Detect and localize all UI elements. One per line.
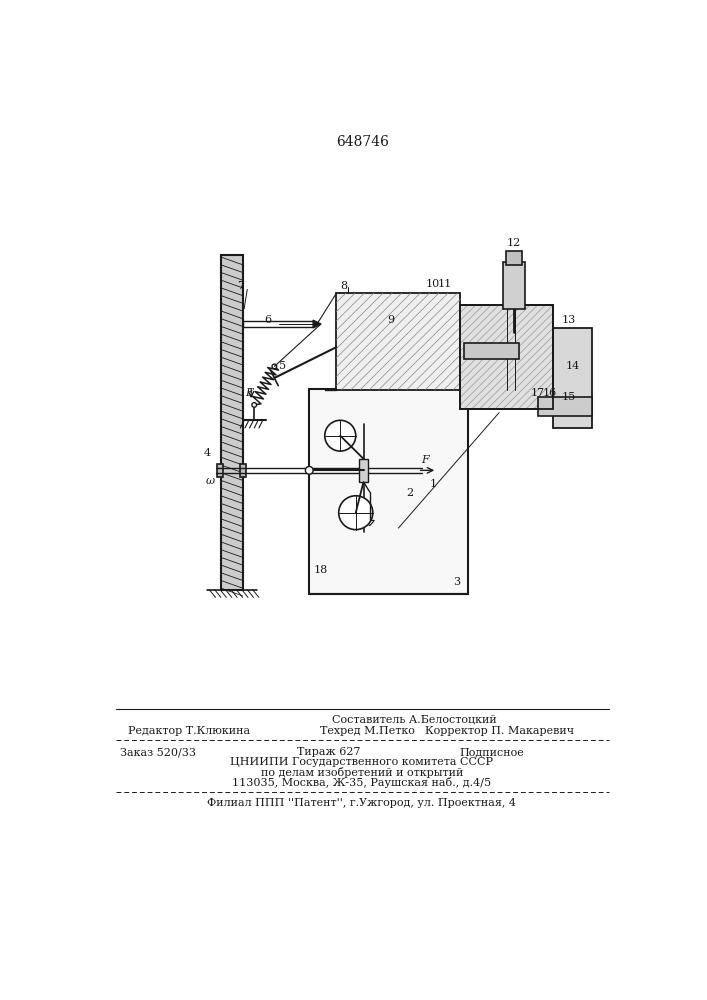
Bar [221, 255, 243, 590]
Circle shape [252, 403, 257, 407]
Text: 113035, Москва, Ж-35, Раушская наб., д.4/5: 113035, Москва, Ж-35, Раушская наб., д.4… [233, 777, 491, 788]
Text: 8: 8 [341, 281, 348, 291]
Text: 9: 9 [387, 315, 395, 325]
Text: Заказ 520/33: Заказ 520/33 [120, 747, 196, 757]
Circle shape [339, 496, 373, 530]
Bar [538, 397, 592, 416]
Bar [240, 464, 247, 477]
Bar [464, 343, 518, 359]
Text: 10: 10 [426, 279, 440, 289]
Text: F: F [421, 455, 429, 465]
Text: 15: 15 [562, 392, 576, 402]
Bar [503, 262, 525, 309]
Text: 17: 17 [531, 388, 545, 398]
Text: 2: 2 [407, 488, 414, 498]
Text: 1: 1 [430, 479, 437, 489]
Text: 6: 6 [264, 315, 271, 325]
Text: 648746: 648746 [337, 135, 389, 149]
Text: 4: 4 [204, 448, 211, 458]
Circle shape [325, 420, 356, 451]
Bar [337, 293, 460, 389]
Text: Подписное: Подписное [459, 747, 524, 757]
Bar [460, 305, 554, 409]
Text: 11: 11 [438, 279, 452, 289]
Text: ЦНИИПИ Государственного комитета СССР: ЦНИИПИ Государственного комитета СССР [230, 757, 493, 767]
Text: 13: 13 [562, 315, 576, 325]
Bar [506, 251, 522, 265]
Text: 12: 12 [507, 238, 521, 248]
Text: 5: 5 [279, 361, 286, 371]
Polygon shape [365, 520, 374, 526]
Bar [554, 328, 592, 428]
Text: Филиал ППП ''Патент'', г.Ужгород, ул. Проектная, 4: Филиал ППП ''Патент'', г.Ужгород, ул. Пр… [207, 798, 516, 808]
Text: 16: 16 [542, 388, 556, 398]
Circle shape [272, 364, 276, 369]
Text: Техред М.Петко: Техред М.Петко [320, 726, 415, 736]
Text: 18: 18 [314, 565, 328, 575]
Text: Тираж 627: Тираж 627 [297, 747, 361, 757]
Text: Составитель А.Белостоцкий: Составитель А.Белостоцкий [332, 715, 496, 725]
Text: Редактор Т.Клюкина: Редактор Т.Клюкина [128, 726, 250, 736]
Circle shape [305, 466, 313, 474]
Text: 14: 14 [566, 361, 580, 371]
Text: ω: ω [206, 476, 215, 486]
Text: по делам изобретений и открытий: по делам изобретений и открытий [261, 767, 463, 778]
Text: Корректор П. Макаревич: Корректор П. Макаревич [425, 726, 573, 736]
Text: E: E [245, 388, 253, 398]
Bar [460, 305, 554, 409]
Bar [217, 464, 223, 477]
Text: 7: 7 [238, 281, 245, 291]
Bar [309, 389, 468, 594]
Polygon shape [313, 320, 321, 328]
Text: 3: 3 [453, 577, 460, 587]
Bar [359, 459, 368, 482]
